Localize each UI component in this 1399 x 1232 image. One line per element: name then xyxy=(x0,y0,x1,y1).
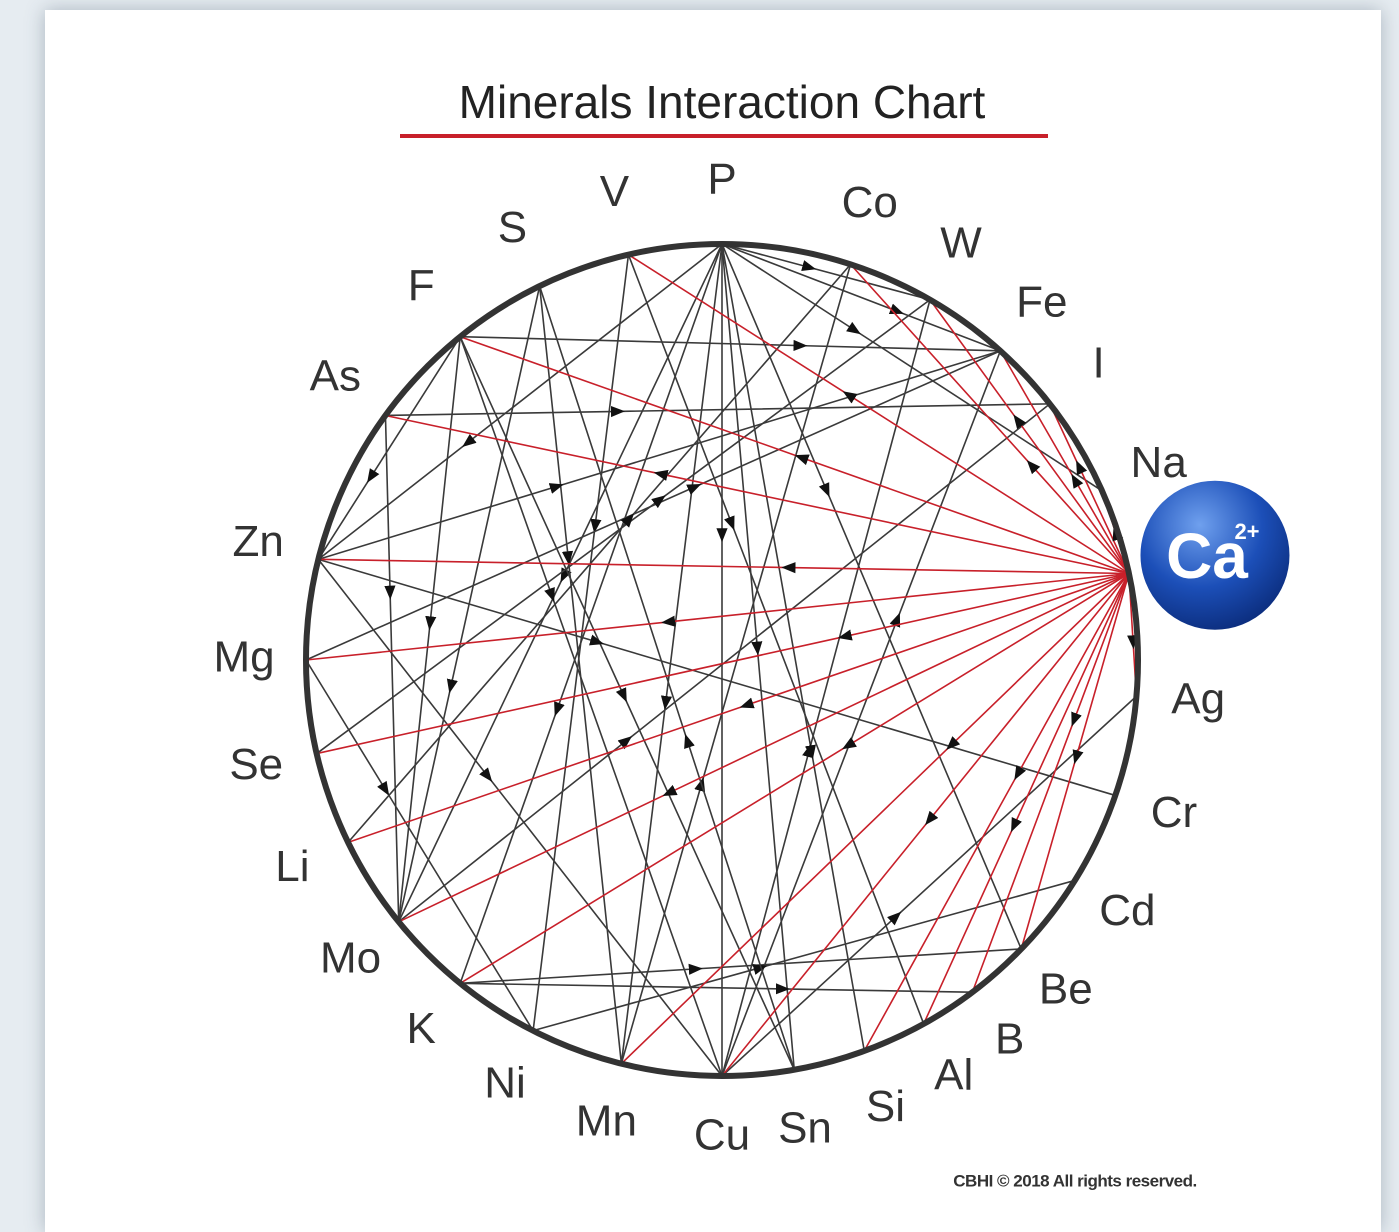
element-label: I xyxy=(1093,338,1105,387)
interaction-line xyxy=(863,573,1130,1052)
interaction-line xyxy=(317,243,723,560)
interaction-line xyxy=(459,335,1130,575)
card xyxy=(45,10,1381,1232)
interaction-line xyxy=(999,350,1130,574)
element-label: Ag xyxy=(1171,674,1225,723)
ca-charge: 2+ xyxy=(1234,519,1259,544)
interaction-line xyxy=(459,243,723,984)
interaction-line xyxy=(347,572,1130,844)
element-label: Li xyxy=(275,842,309,891)
ca-symbol: Ca xyxy=(1166,520,1248,592)
element-label: Cr xyxy=(1151,788,1197,837)
element-label: Al xyxy=(934,1051,973,1100)
interaction-line xyxy=(721,350,1002,1077)
interaction-line xyxy=(460,335,1001,352)
interaction-line xyxy=(305,572,1129,661)
element-label: Mg xyxy=(213,633,274,682)
ring xyxy=(303,241,1141,1079)
interaction-line xyxy=(620,243,723,1064)
element-label: Si xyxy=(866,1082,905,1131)
element-label: V xyxy=(600,167,630,216)
element-label: S xyxy=(498,203,527,252)
interaction-line xyxy=(1049,403,1130,574)
interaction-line xyxy=(721,243,796,1070)
interaction-line xyxy=(1020,573,1130,950)
interaction-line xyxy=(460,948,1022,985)
element-label: Se xyxy=(229,740,283,789)
interaction-line xyxy=(721,573,1130,1077)
interaction-line xyxy=(627,253,1130,575)
element-label: K xyxy=(407,1004,436,1053)
interaction-line xyxy=(460,982,973,995)
element-label: Mn xyxy=(576,1096,637,1145)
interaction-line xyxy=(398,572,1130,923)
interaction-line xyxy=(385,414,1130,575)
element-label: W xyxy=(940,219,982,268)
interaction-line xyxy=(398,403,1051,923)
title: Minerals Interaction Chart xyxy=(459,76,986,128)
interaction-line xyxy=(538,286,623,1064)
interaction-line xyxy=(317,336,461,560)
element-label: Sn xyxy=(778,1103,832,1152)
interaction-line xyxy=(532,879,1076,1032)
element-label: Co xyxy=(842,178,898,227)
element-label: As xyxy=(310,352,361,401)
interaction-line xyxy=(317,558,723,1077)
interaction-line xyxy=(385,403,1050,418)
interaction-line xyxy=(318,558,1116,797)
element-label: Be xyxy=(1039,965,1093,1014)
interaction-line xyxy=(316,572,1130,755)
element-label: Fe xyxy=(1016,277,1067,326)
interaction-line xyxy=(721,299,931,1077)
interaction-line xyxy=(721,243,1001,352)
interaction-line xyxy=(316,299,931,755)
interaction-line xyxy=(620,572,1130,1065)
element-label: Cd xyxy=(1099,886,1155,935)
interaction-line xyxy=(532,254,630,1031)
interaction-line xyxy=(922,573,1130,1025)
interaction-line xyxy=(397,285,541,922)
interaction-line xyxy=(397,336,461,922)
element-label: Mo xyxy=(320,933,381,982)
element-label: F xyxy=(408,261,435,310)
interaction-line xyxy=(721,243,1103,492)
element-label: P xyxy=(707,155,736,204)
element-label: Ni xyxy=(484,1059,526,1108)
interaction-line xyxy=(459,336,795,1071)
interaction-line xyxy=(305,350,1001,661)
footer: CBHI © 2018 All rights reserved. xyxy=(953,1171,1196,1190)
interaction-line xyxy=(318,558,1129,575)
interaction-line xyxy=(459,572,1130,984)
ca-ball xyxy=(1137,477,1293,633)
interaction-line xyxy=(849,263,1130,575)
interaction-line xyxy=(929,299,1130,574)
interaction-line xyxy=(627,254,925,1025)
interaction-line xyxy=(305,659,534,1032)
element-label: Na xyxy=(1131,438,1188,487)
interaction-line xyxy=(721,243,1022,950)
edges xyxy=(305,243,1139,1077)
element-label: Zn xyxy=(233,517,284,566)
interaction-line xyxy=(318,350,1001,561)
element-label: B xyxy=(995,1014,1024,1063)
interaction-line xyxy=(538,285,795,1070)
interaction-line xyxy=(384,415,400,922)
interaction-line xyxy=(721,243,931,301)
element-label: Cu xyxy=(694,1111,750,1160)
interaction-line xyxy=(971,573,1130,993)
interaction-line xyxy=(459,336,723,1077)
